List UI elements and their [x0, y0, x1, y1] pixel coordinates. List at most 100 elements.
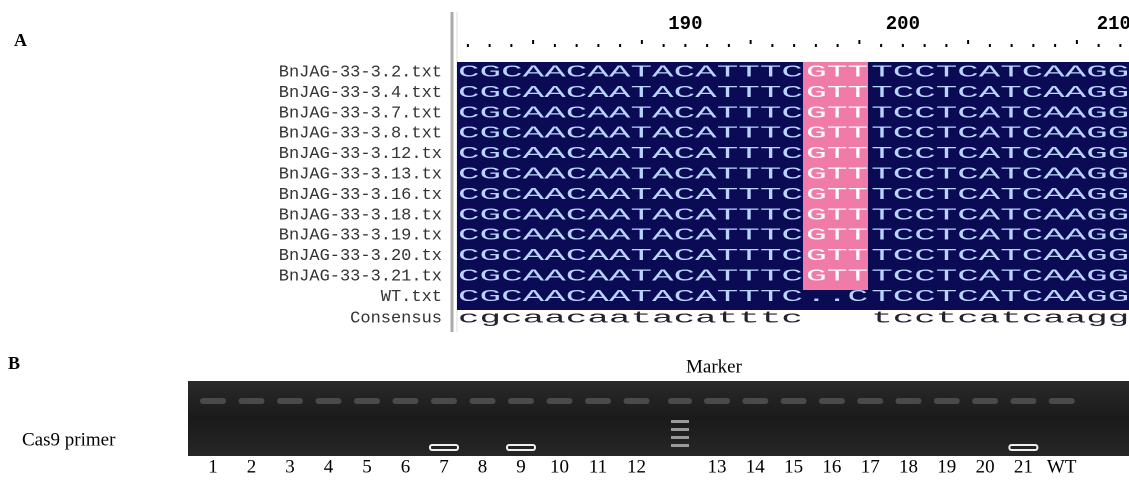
well — [742, 398, 768, 404]
sequence-name: BnJAG-33-3.13.tx — [279, 165, 442, 184]
sequence-name: BnJAG-33-3.21.tx — [279, 267, 442, 286]
lane-label: 14 — [746, 456, 766, 477]
lane-label: 8 — [478, 456, 488, 477]
well — [239, 398, 265, 404]
lane-label: 5 — [362, 456, 372, 477]
sequence-name: BnJAG-33-3.16.tx — [279, 186, 442, 205]
sequence: GTT — [806, 267, 868, 286]
lane-label: 12 — [627, 456, 646, 477]
sequence-name: BnJAG-33-3.12.tx — [279, 145, 442, 164]
well — [857, 398, 883, 404]
lane-label: 3 — [285, 456, 295, 477]
lane-label: 19 — [937, 456, 956, 477]
well — [668, 398, 692, 404]
well — [200, 398, 226, 404]
sequence: GTT — [806, 63, 868, 82]
well — [972, 398, 998, 404]
sequence: CGCAACAATACATTTC — [458, 288, 803, 307]
sequence: GTT — [806, 104, 868, 123]
well — [508, 398, 534, 404]
lane-label: 7 — [439, 456, 449, 477]
well — [781, 398, 807, 404]
sequence: TCCTCATCAAGG — [871, 267, 1129, 286]
sequence: TCCTCATCAAGG — [871, 104, 1129, 123]
well — [354, 398, 380, 404]
sequence: GTT — [806, 84, 868, 103]
well — [277, 398, 303, 404]
sequence: CGCAACAATACATTTC — [458, 84, 803, 103]
sequence: tcctcatcaagg — [871, 309, 1129, 328]
sequence: TCCTCATCAAGG — [871, 145, 1129, 164]
sequence: GTT — [806, 165, 868, 184]
ladder-band — [671, 428, 689, 431]
marker-label: Marker — [686, 356, 743, 377]
sequence: CGCAACAATACATTTC — [458, 247, 803, 266]
ruler-label: 190 — [668, 13, 702, 35]
panel-label: A — [14, 30, 27, 50]
sequence-name: BnJAG-33-3.20.tx — [279, 247, 442, 266]
sequence: TCCTCATCAAGG — [871, 84, 1129, 103]
sequence: TCCTCATCAAGG — [871, 63, 1129, 82]
ladder-band — [671, 436, 689, 439]
well — [393, 398, 419, 404]
lane-label: 16 — [822, 456, 841, 477]
sequence: GTT — [806, 206, 868, 225]
sequence-name: BnJAG-33-3.4.txt — [279, 84, 442, 103]
sequence: cgcaacaatacatttc — [458, 309, 803, 328]
lane-label: 15 — [784, 456, 803, 477]
sequence: TCCTCATCAAGG — [871, 227, 1129, 246]
lane-label: 10 — [550, 456, 569, 477]
lane-label: 17 — [861, 456, 880, 477]
well — [934, 398, 960, 404]
lane-label: 18 — [899, 456, 918, 477]
sequence: GTT — [806, 125, 868, 144]
lane-label: 21 — [1014, 456, 1033, 477]
sequence: CGCAACAATACATTTC — [458, 206, 803, 225]
lane-label: 2 — [247, 456, 257, 477]
ruler-label: 210 — [1097, 13, 1129, 35]
sequence-name: BnJAG-33-3.8.txt — [279, 125, 442, 144]
sequence: CGCAACAATACATTTC — [458, 104, 803, 123]
panel-label: B — [8, 353, 20, 373]
lane-label: WT — [1047, 456, 1077, 477]
lane-label: 4 — [324, 456, 334, 477]
well — [470, 398, 496, 404]
sequence-name: WT.txt — [381, 288, 442, 307]
ladder-band — [671, 420, 689, 423]
well — [896, 398, 922, 404]
sequence: GTT — [806, 145, 868, 164]
well — [624, 398, 650, 404]
sequence-name: BnJAG-33-3.18.tx — [279, 206, 442, 225]
sequence: CGCAACAATACATTTC — [458, 63, 803, 82]
sequence: TCCTCATCAAGG — [871, 288, 1129, 307]
sequence: ..C — [806, 288, 868, 307]
well — [704, 398, 730, 404]
sequence-name: BnJAG-33-3.7.txt — [279, 104, 442, 123]
sequence: CGCAACAATACATTTC — [458, 165, 803, 184]
sequence: CGCAACAATACATTTC — [458, 125, 803, 144]
lane-label: 1 — [208, 456, 218, 477]
sequence-name: Consensus — [350, 309, 442, 328]
sequence: CGCAACAATACATTTC — [458, 145, 803, 164]
lane-label: 11 — [589, 456, 607, 477]
lane-label: 6 — [401, 456, 411, 477]
sequence: GTT — [806, 186, 868, 205]
sequence: GTT — [806, 247, 868, 266]
well — [316, 398, 342, 404]
well — [819, 398, 845, 404]
sequence: CGCAACAATACATTTC — [458, 186, 803, 205]
sequence: GTT — [806, 227, 868, 246]
figure: A B Marker Cas9 primer 190200210BnJAG-33… — [0, 0, 1129, 481]
sequence-name: BnJAG-33-3.2.txt — [279, 63, 442, 82]
sequence: TCCTCATCAAGG — [871, 247, 1129, 266]
well — [547, 398, 573, 404]
ladder-band — [671, 444, 689, 447]
ruler-label: 200 — [886, 13, 920, 35]
well — [1010, 398, 1036, 404]
sequence: TCCTCATCAAGG — [871, 125, 1129, 144]
sequence: TCCTCATCAAGG — [871, 206, 1129, 225]
row-label: Cas9 primer — [22, 429, 116, 450]
well — [585, 398, 611, 404]
sequence: TCCTCATCAAGG — [871, 165, 1129, 184]
sequence: TCCTCATCAAGG — [871, 186, 1129, 205]
